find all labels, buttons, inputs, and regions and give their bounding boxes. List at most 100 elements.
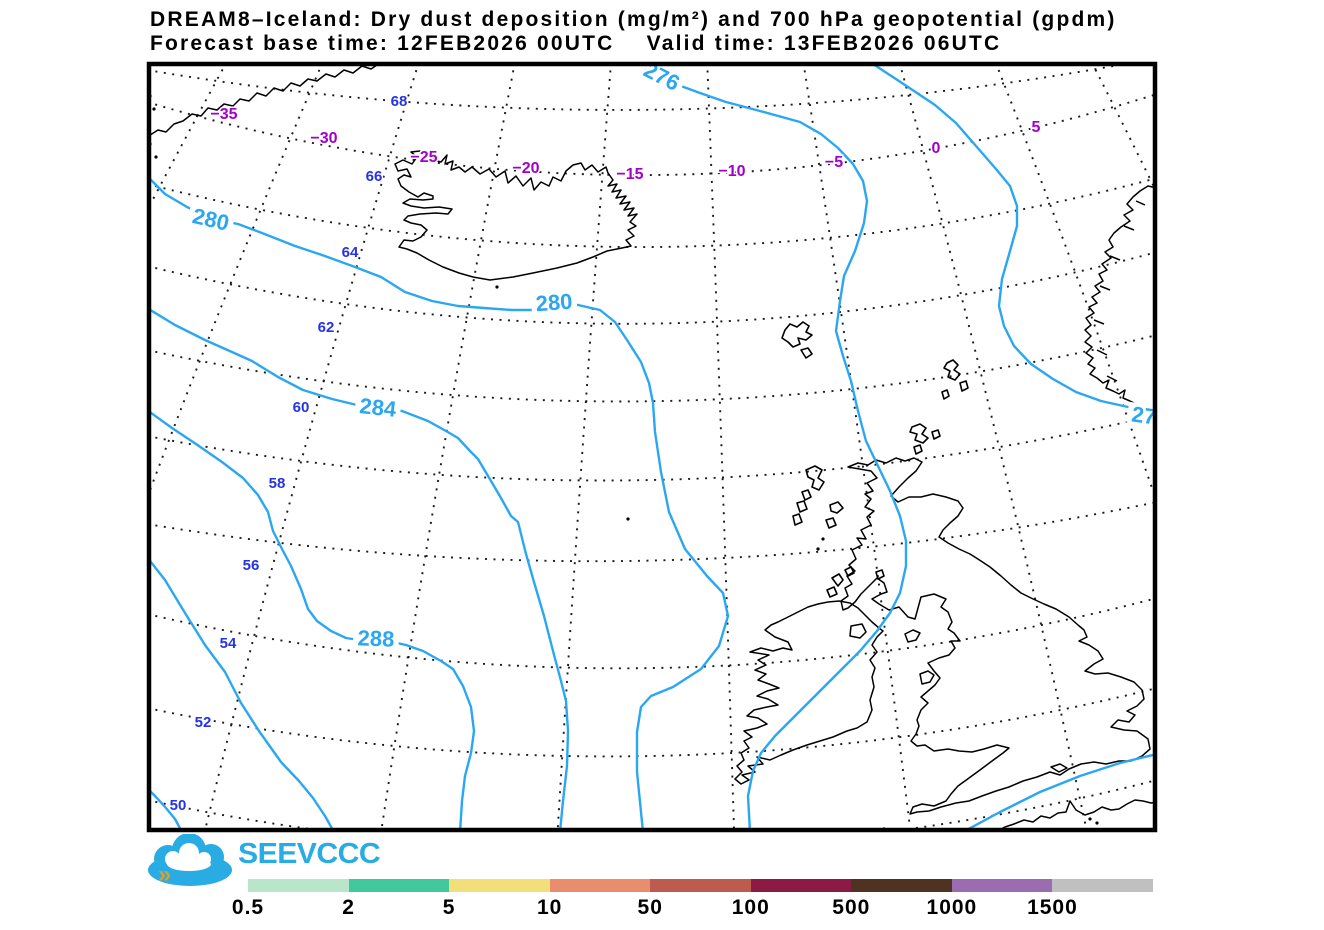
colorbar-segment (951, 879, 1053, 892)
latitude-label: 58 (269, 475, 286, 492)
colorbar-segment (750, 879, 852, 892)
colorbar-segment (1052, 879, 1154, 892)
island (781, 321, 813, 348)
latitude-gridline (149, 779, 1155, 830)
map-border (146, 61, 1158, 833)
svg-text:284: 284 (358, 393, 398, 422)
longitude-gridline (1091, 64, 1155, 192)
islet (1095, 821, 1099, 825)
island (844, 566, 855, 577)
islet (816, 547, 820, 551)
latitude-label: 66 (366, 168, 383, 185)
islet (626, 517, 630, 521)
latitude-gridline (149, 177, 1155, 248)
island (826, 586, 838, 598)
coastline (840, 457, 1151, 815)
colorbar-tick-label: 0.5 (231, 896, 265, 919)
contour-label: 276 (637, 64, 688, 96)
longitude-gridline (380, 64, 516, 830)
longitude-label: −5 (825, 154, 843, 171)
svg-text:280: 280 (535, 289, 573, 317)
island (825, 517, 837, 529)
colorbar-tick-label: 1500 (1027, 896, 1078, 919)
coastline (394, 150, 638, 281)
coastline (149, 64, 380, 137)
longitude-gridline (995, 64, 1155, 500)
colorbar-tick-label: 500 (832, 896, 871, 919)
colorbar-segment (248, 879, 350, 892)
island (801, 489, 812, 501)
colorbar-segment (549, 879, 651, 892)
svg-text:288: 288 (357, 625, 395, 651)
islet (154, 155, 158, 159)
geopotential-contour (964, 753, 1155, 830)
chevron-icon: » (158, 861, 171, 888)
map-title-block: DREAM8–Iceland: Dry dust deposition (mg/… (150, 8, 1117, 56)
latitude-label: 60 (293, 399, 310, 416)
island (941, 389, 950, 400)
longitude-label: 5 (1032, 119, 1041, 136)
island (943, 359, 961, 381)
latitude-label: 54 (220, 635, 237, 652)
island (875, 569, 885, 580)
islet (821, 537, 825, 541)
coastline (734, 600, 884, 785)
colorbar-tick-label: 1000 (926, 896, 978, 919)
geopotential-contour (149, 409, 476, 830)
latitude-gridline (149, 597, 1155, 670)
longitude-gridline (898, 64, 1088, 830)
longitude-label: −15 (616, 166, 643, 183)
colorbar-segment (851, 879, 953, 892)
map-subtitle: Forecast base time: 12FEB2026 00UTC Vali… (150, 32, 1002, 55)
latitude-gridline (149, 93, 1155, 177)
colorbar-tick-label: 5 (442, 896, 456, 919)
coastline (919, 670, 935, 685)
seevccc-logo: » SEEVCCC (146, 833, 406, 892)
colorbar-tick-label: 100 (731, 896, 770, 919)
coastline (1050, 763, 1068, 773)
seevccc-logo-text: SEEVCCC (238, 838, 381, 870)
colorbar-tick-label: 50 (637, 896, 663, 919)
svg-text:280: 280 (190, 203, 231, 236)
svg-text:27: 27 (1130, 401, 1158, 429)
latitude-label: 68 (391, 93, 408, 110)
contour-label: 280 (186, 203, 236, 236)
geopotential-contour (149, 307, 570, 830)
longitude-label: −20 (512, 160, 539, 177)
latitude-gridline (149, 501, 1155, 563)
islet (495, 285, 499, 289)
geopotential-contour (149, 788, 183, 830)
map-title: DREAM8–Iceland: Dry dust deposition (mg/… (150, 8, 1117, 31)
island (829, 501, 844, 514)
longitude-label: 0 (932, 140, 941, 157)
geopotential-contour (641, 64, 908, 830)
longitude-gridline (204, 64, 420, 830)
longitude-label: −25 (410, 149, 437, 166)
longitude-gridline (706, 64, 735, 830)
geopotential-contour (149, 176, 730, 830)
island (831, 573, 844, 587)
island (913, 444, 923, 455)
latitude-gridline (149, 687, 1155, 758)
coastline (849, 623, 867, 639)
colorbar-segment (650, 879, 752, 892)
geopotential-contour (149, 557, 335, 830)
colorbar-tick-label: 2 (342, 896, 355, 919)
geopotential-contour (870, 64, 1155, 414)
island (800, 347, 813, 359)
contour-label: 280 (530, 289, 578, 317)
colorbar-tick-label: 10 (536, 896, 563, 919)
island (959, 380, 969, 392)
latitude-label: 64 (342, 244, 359, 261)
colorbar-segment (449, 879, 551, 892)
longitude-gridline (149, 64, 227, 210)
longitude-gridline (149, 64, 323, 496)
latitude-label: 52 (195, 714, 212, 731)
contour-label: 288 (352, 625, 400, 652)
longitude-gridline (802, 64, 912, 830)
island (792, 513, 803, 526)
coastline (997, 799, 1155, 830)
island (796, 500, 808, 513)
island (909, 423, 929, 444)
